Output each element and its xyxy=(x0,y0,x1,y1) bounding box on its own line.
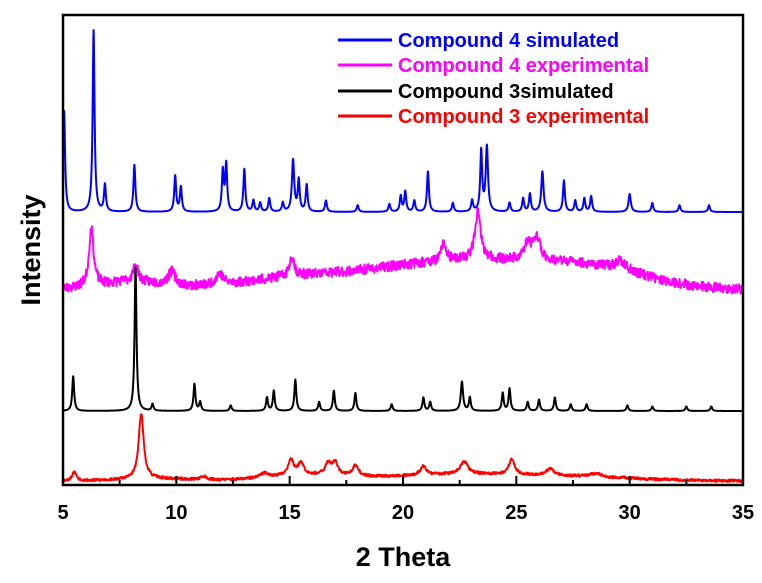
x-tick-label: 25 xyxy=(505,502,527,524)
legend-label: Compound 4 simulated xyxy=(398,30,619,52)
legend-label: Compound 3 experimental xyxy=(398,106,649,128)
series-line xyxy=(62,29,744,213)
x-tick-label: 15 xyxy=(279,502,301,524)
series-line xyxy=(62,206,744,295)
x-tick-label: 20 xyxy=(392,502,414,524)
x-axis-ticks xyxy=(62,476,744,485)
y-axis-label: Intensity xyxy=(16,194,46,305)
legend-label: Compound 3simulated xyxy=(398,81,614,103)
legend: Compound 4 simulated Compound 4 experimen… xyxy=(338,30,649,128)
series-line xyxy=(62,266,744,412)
x-tick-label: 5 xyxy=(57,502,68,524)
x-tick-label: 10 xyxy=(165,502,187,524)
x-tick-label: 35 xyxy=(732,502,754,524)
x-axis-tick-labels: 5 10 15 20 25 30 35 xyxy=(57,502,754,524)
legend-label: Compound 4 experimental xyxy=(398,55,649,77)
series-line xyxy=(62,413,744,484)
x-tick-label: 30 xyxy=(619,502,641,524)
x-axis-label: 2 Theta xyxy=(356,542,452,572)
